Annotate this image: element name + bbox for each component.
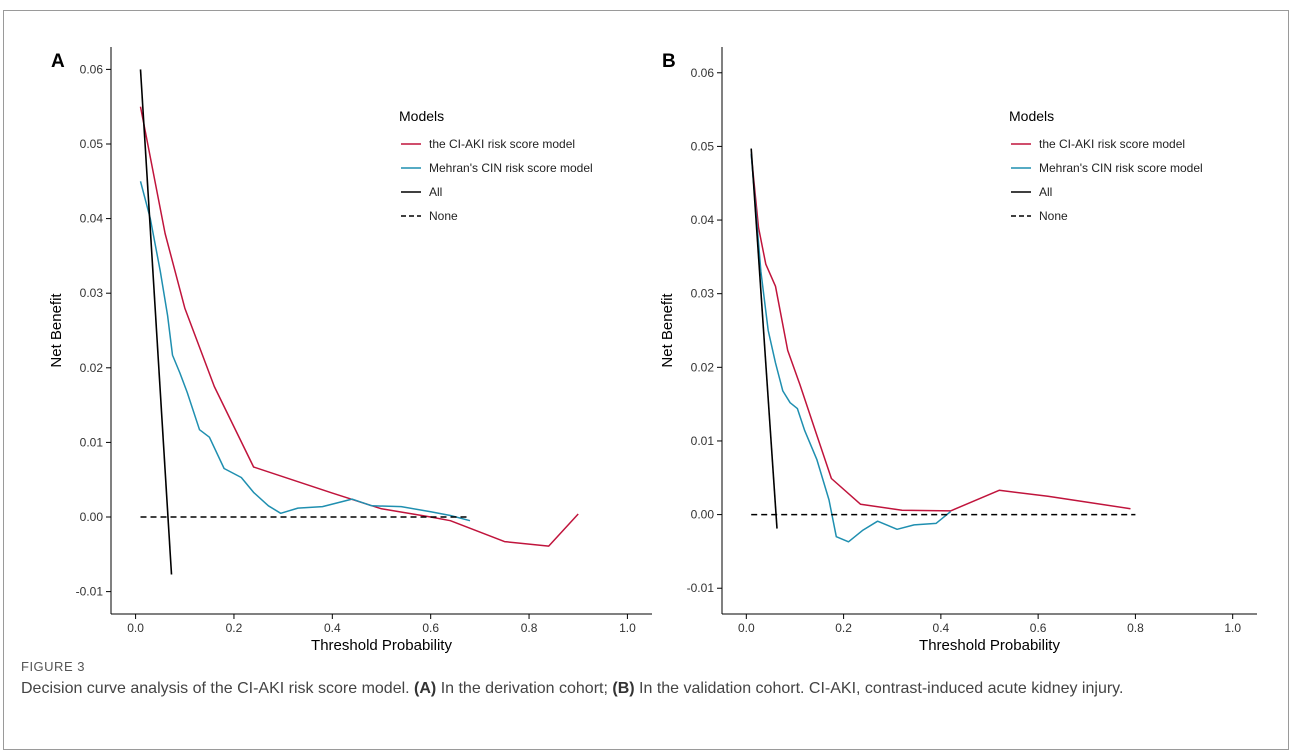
legend-entry-label: None bbox=[429, 209, 458, 223]
y-tick-label: 0.05 bbox=[691, 139, 715, 153]
series-line-mehran bbox=[750, 153, 952, 543]
x-tick-label: 0.6 bbox=[422, 621, 439, 635]
x-tick-label: 0.2 bbox=[226, 621, 243, 635]
x-tick-label: 0.8 bbox=[521, 621, 538, 635]
legend-entry-label: the CI-AKI risk score model bbox=[429, 137, 575, 151]
caption-label-b: (B) bbox=[612, 680, 635, 697]
y-tick-label: 0.03 bbox=[691, 287, 715, 301]
figure-label: FIGURE 3 bbox=[21, 659, 85, 674]
y-tick-label: 0.02 bbox=[691, 360, 715, 374]
y-tick-label: 0.01 bbox=[80, 435, 104, 449]
caption-part-1: Decision curve analysis of the CI-AKI ri… bbox=[21, 680, 415, 697]
x-axis-label: Threshold Probability bbox=[311, 637, 452, 654]
legend-entry-label: Mehran's CIN risk score model bbox=[1039, 161, 1203, 175]
figure-frame: 0.0 0.2 0.4 0.6 0.8 1.0 -0.01 0.00 0.01 0.02 0.03 0… bbox=[3, 10, 1289, 750]
x-tick-label: 0.4 bbox=[324, 621, 341, 635]
y-tick-label: 0.00 bbox=[80, 510, 104, 524]
legend-title: Models bbox=[399, 108, 444, 124]
y-tick-label: 0.05 bbox=[80, 137, 104, 151]
y-tick-label: 0.06 bbox=[80, 62, 104, 76]
y-tick-label: 0.04 bbox=[80, 212, 104, 226]
x-tick-label: 1.0 bbox=[619, 621, 636, 635]
x-tick-label: 0.6 bbox=[1030, 621, 1047, 635]
legend-entry-label: Mehran's CIN risk score model bbox=[429, 161, 593, 175]
y-axis-label: Net Benefit bbox=[659, 293, 676, 368]
y-axis-label: Net Benefit bbox=[48, 293, 65, 368]
y-tick-label: -0.01 bbox=[687, 581, 715, 595]
y-tick-label: 0.01 bbox=[691, 434, 715, 448]
legend-entry-label: None bbox=[1039, 209, 1068, 223]
y-tick-label: 0.03 bbox=[80, 286, 104, 300]
y-tick-label: 0.04 bbox=[691, 213, 715, 227]
y-tick-label: 0.02 bbox=[80, 361, 104, 375]
panel-a: 0.0 0.2 0.4 0.6 0.8 1.0 -0.01 0.00 0.01 0.02 0.03 0… bbox=[48, 47, 652, 654]
figure-svg: 0.0 0.2 0.4 0.6 0.8 1.0 -0.01 0.00 0.01 0.02 0.03 0… bbox=[48, 47, 1257, 654]
series-line-mehran bbox=[139, 181, 471, 522]
figure-caption: Decision curve analysis of the CI-AKI ri… bbox=[21, 678, 1261, 699]
y-tick-label: 0.06 bbox=[691, 66, 715, 80]
y-tick-label: -0.01 bbox=[76, 585, 104, 599]
series-line-all bbox=[750, 148, 778, 529]
x-tick-label: 1.0 bbox=[1224, 621, 1241, 635]
panel-b: 0.0 0.2 0.4 0.6 0.8 1.0 -0.01 0.00 0.01 0.02 0.03 0… bbox=[659, 47, 1257, 654]
caption-part-3: In the validation cohort. CI-AKI, contra… bbox=[634, 680, 1124, 697]
x-tick-label: 0.8 bbox=[1127, 621, 1144, 635]
series-line-ci-aki bbox=[750, 153, 1131, 512]
x-tick-label: 0.0 bbox=[127, 621, 144, 635]
legend-entry-label: All bbox=[429, 185, 442, 199]
x-tick-label: 0.0 bbox=[738, 621, 755, 635]
caption-part-2: In the derivation cohort; bbox=[436, 680, 613, 697]
legend-entry-label: All bbox=[1039, 185, 1052, 199]
legend-entry-label: the CI-AKI risk score model bbox=[1039, 137, 1185, 151]
x-tick-label: 0.2 bbox=[835, 621, 852, 635]
x-tick-label: 0.4 bbox=[933, 621, 950, 635]
y-tick-label: 0.00 bbox=[691, 508, 715, 522]
panel-label: B bbox=[662, 51, 676, 72]
legend-title: Models bbox=[1009, 108, 1054, 124]
series-line-all bbox=[139, 69, 173, 575]
panel-label: A bbox=[51, 51, 65, 72]
x-axis-label: Threshold Probability bbox=[919, 637, 1060, 654]
caption-label-a: (A) bbox=[414, 680, 437, 697]
